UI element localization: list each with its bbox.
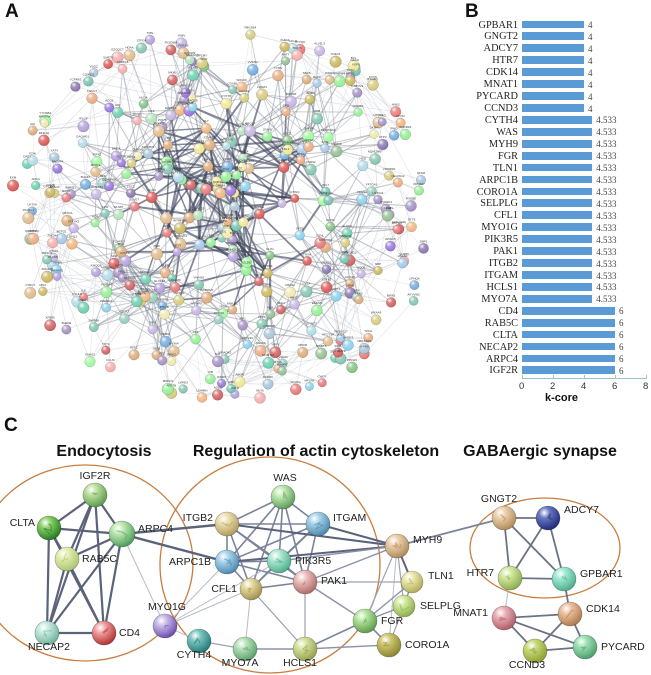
svg-text:CD4: CD4 <box>119 627 140 639</box>
svg-text:WAS: WAS <box>273 472 297 484</box>
svg-text:PIK3R5: PIK3R5 <box>295 555 331 567</box>
svg-text:TLN1: TLN1 <box>428 570 454 582</box>
svg-text:MYO7A: MYO7A <box>222 657 259 669</box>
svg-text:CCND3: CCND3 <box>509 659 545 671</box>
svg-text:ITGB2: ITGB2 <box>183 512 214 524</box>
svg-text:PAK1: PAK1 <box>321 575 347 587</box>
svg-text:RAB5C: RAB5C <box>82 553 117 565</box>
svg-text:HCLS1: HCLS1 <box>283 657 317 669</box>
svg-text:CDK14: CDK14 <box>586 603 620 615</box>
svg-text:ARPC1B: ARPC1B <box>169 556 211 568</box>
svg-text:PYCARD: PYCARD <box>601 641 645 653</box>
svg-text:MYH9: MYH9 <box>413 534 442 546</box>
svg-text:IGF2R: IGF2R <box>80 470 111 482</box>
svg-text:CLTA: CLTA <box>10 517 35 529</box>
svg-text:GNGT2: GNGT2 <box>481 493 517 505</box>
svg-text:ADCY7: ADCY7 <box>564 504 599 516</box>
svg-text:CFL1: CFL1 <box>211 583 237 595</box>
svg-text:MYO1G: MYO1G <box>148 601 186 613</box>
svg-text:ITGAM: ITGAM <box>333 512 366 524</box>
svg-text:MNAT1: MNAT1 <box>453 607 488 619</box>
svg-text:CYTH4: CYTH4 <box>177 649 212 661</box>
svg-text:FGR: FGR <box>381 615 404 627</box>
svg-text:HTR7: HTR7 <box>467 567 495 579</box>
svg-text:GPBAR1: GPBAR1 <box>580 568 623 580</box>
svg-text:CORO1A: CORO1A <box>405 639 449 651</box>
svg-text:ARPC4: ARPC4 <box>138 523 173 535</box>
svg-text:NECAP2: NECAP2 <box>28 641 70 653</box>
